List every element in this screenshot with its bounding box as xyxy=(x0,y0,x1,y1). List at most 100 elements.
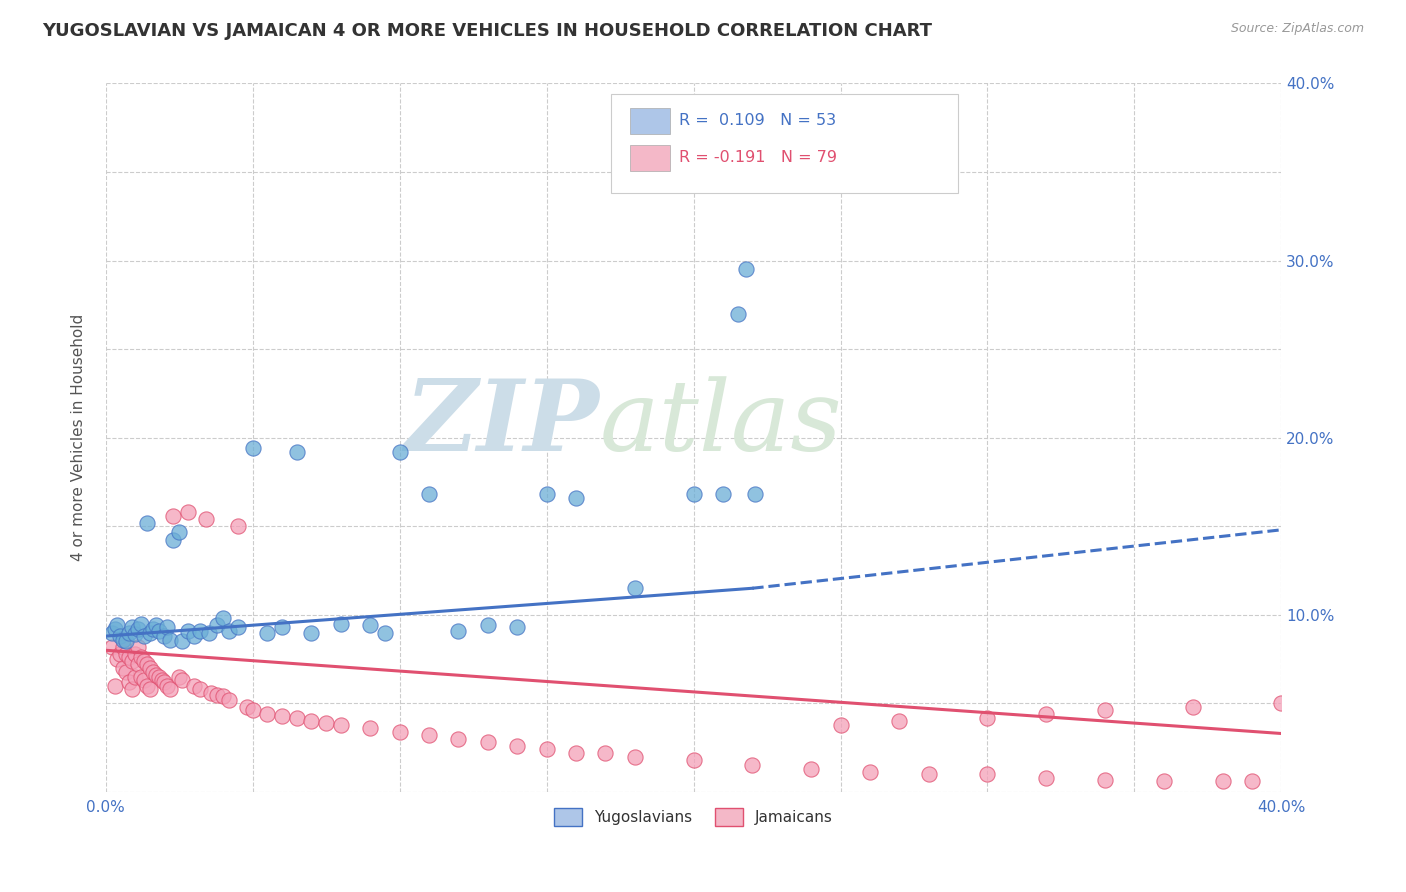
Point xyxy=(285,445,308,459)
Point xyxy=(135,657,157,672)
Text: Source: ZipAtlas.com: Source: ZipAtlas.com xyxy=(1230,22,1364,36)
Point xyxy=(565,491,588,505)
Point xyxy=(107,618,129,632)
Point xyxy=(1212,774,1234,789)
Point xyxy=(359,618,381,632)
Point xyxy=(139,682,162,697)
Point xyxy=(418,728,440,742)
Point xyxy=(329,616,352,631)
Point xyxy=(145,668,167,682)
Point xyxy=(188,624,211,638)
Point xyxy=(889,714,911,728)
Point xyxy=(110,629,132,643)
Point xyxy=(132,654,155,668)
Point xyxy=(127,657,149,672)
Point xyxy=(135,516,157,530)
Point xyxy=(162,533,184,548)
FancyBboxPatch shape xyxy=(630,108,671,134)
Point xyxy=(153,629,176,643)
Point xyxy=(735,262,758,277)
Point xyxy=(177,624,200,638)
Point xyxy=(1094,772,1116,787)
Point xyxy=(148,624,170,638)
Point xyxy=(167,670,190,684)
Point xyxy=(315,715,337,730)
Point xyxy=(115,634,138,648)
Point xyxy=(374,625,396,640)
Point xyxy=(129,650,152,665)
Point xyxy=(218,624,240,638)
Point xyxy=(256,625,278,640)
Point xyxy=(183,629,205,643)
Text: R =  0.109   N = 53: R = 0.109 N = 53 xyxy=(679,112,837,128)
Point xyxy=(1182,700,1205,714)
Point xyxy=(388,724,411,739)
Point xyxy=(118,675,141,690)
Point xyxy=(477,618,499,632)
Point xyxy=(256,706,278,721)
Point xyxy=(156,679,179,693)
Point xyxy=(200,686,222,700)
Point xyxy=(124,647,146,661)
Point xyxy=(207,688,229,702)
Point xyxy=(139,661,162,675)
Point xyxy=(830,717,852,731)
Point xyxy=(447,731,470,746)
Point xyxy=(447,624,470,638)
Point xyxy=(121,654,143,668)
Point xyxy=(242,704,264,718)
Point xyxy=(127,622,149,636)
Point xyxy=(124,670,146,684)
Point xyxy=(236,700,259,714)
Point xyxy=(388,445,411,459)
Point xyxy=(148,670,170,684)
Point xyxy=(212,690,235,704)
Point xyxy=(418,487,440,501)
FancyBboxPatch shape xyxy=(630,145,671,170)
Point xyxy=(359,721,381,735)
Point xyxy=(112,661,135,675)
Point xyxy=(918,767,941,781)
Point xyxy=(976,767,998,781)
Point xyxy=(159,682,181,697)
Point xyxy=(1035,771,1057,785)
Point xyxy=(194,512,217,526)
Text: atlas: atlas xyxy=(599,376,842,471)
Point xyxy=(162,508,184,523)
Point xyxy=(623,581,645,595)
Point xyxy=(226,519,249,533)
Legend: Yugoslavians, Jamaicans: Yugoslavians, Jamaicans xyxy=(547,800,841,834)
Point xyxy=(167,524,190,539)
Point xyxy=(118,650,141,665)
Point xyxy=(536,742,558,756)
Point xyxy=(744,487,766,501)
Y-axis label: 4 or more Vehicles in Household: 4 or more Vehicles in Household xyxy=(72,314,86,561)
Point xyxy=(506,739,529,753)
Point xyxy=(595,746,617,760)
Point xyxy=(727,307,749,321)
Text: YUGOSLAVIAN VS JAMAICAN 4 OR MORE VEHICLES IN HOUSEHOLD CORRELATION CHART: YUGOSLAVIAN VS JAMAICAN 4 OR MORE VEHICL… xyxy=(42,22,932,40)
Point xyxy=(172,634,194,648)
Point xyxy=(226,620,249,634)
Point xyxy=(142,622,165,636)
Point xyxy=(103,622,125,636)
Point xyxy=(477,735,499,749)
Point xyxy=(139,625,162,640)
Point xyxy=(172,673,194,688)
Point xyxy=(100,625,122,640)
Point xyxy=(565,746,588,760)
Point xyxy=(1035,706,1057,721)
Point xyxy=(132,673,155,688)
Point xyxy=(1094,704,1116,718)
Point xyxy=(124,627,146,641)
Point xyxy=(118,625,141,640)
Point xyxy=(859,765,882,780)
FancyBboxPatch shape xyxy=(612,94,957,194)
Point xyxy=(536,487,558,501)
Point xyxy=(1153,774,1175,789)
Point xyxy=(741,758,763,772)
Point xyxy=(121,682,143,697)
Point xyxy=(183,679,205,693)
Point xyxy=(150,673,173,688)
Point xyxy=(103,679,125,693)
